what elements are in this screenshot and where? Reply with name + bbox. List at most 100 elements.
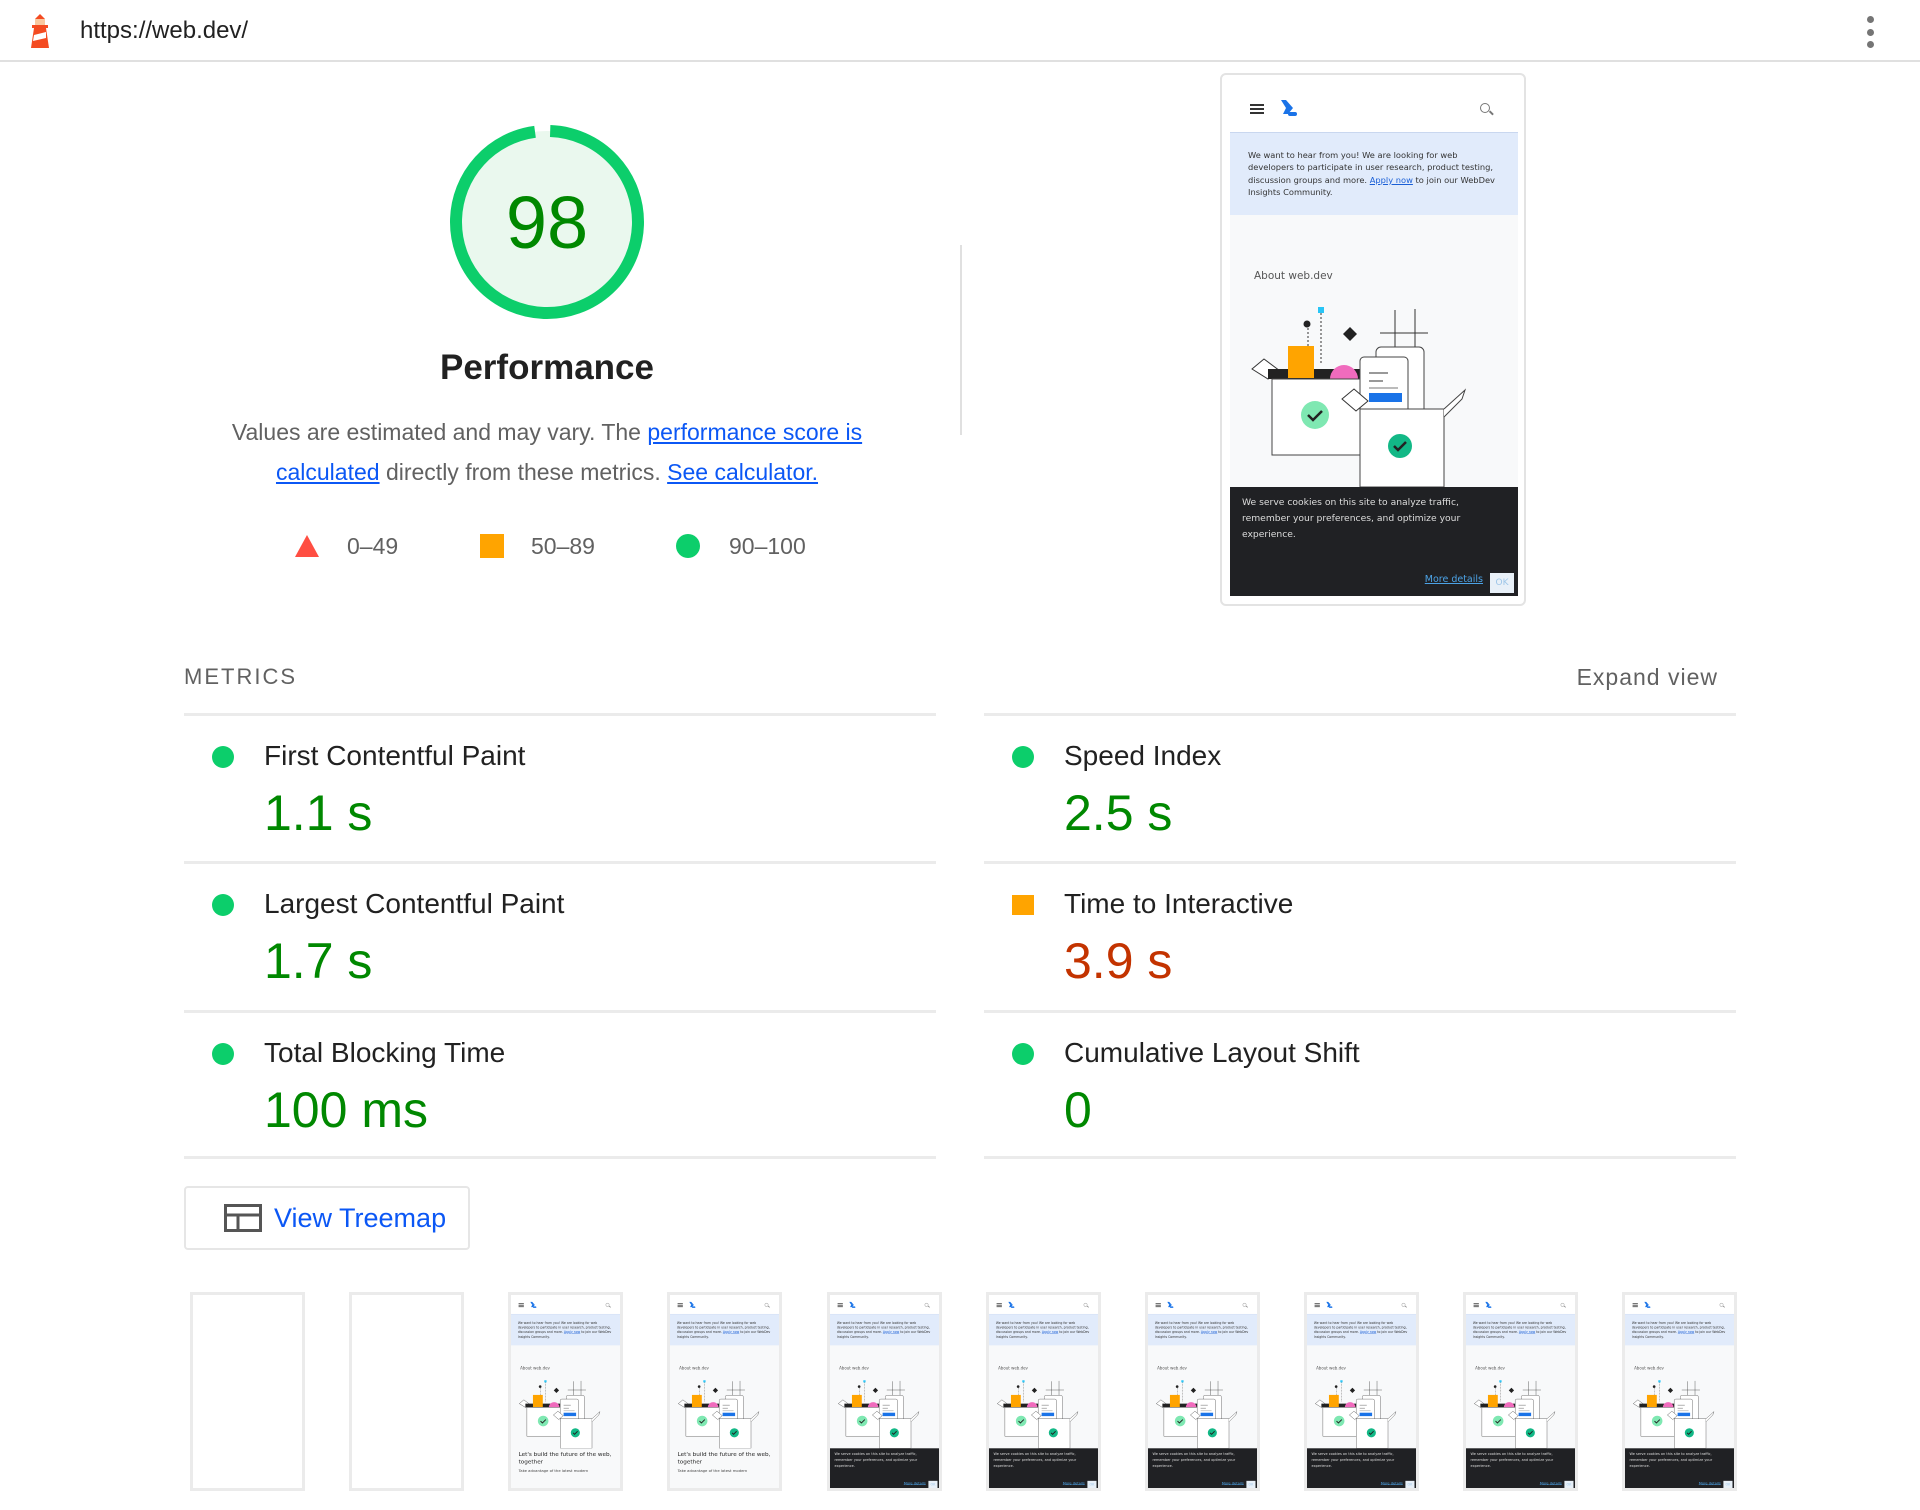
description-text: directly from these metrics. (379, 459, 668, 485)
site-nav (1230, 82, 1518, 132)
metric-title: Speed Index (1064, 740, 1222, 771)
cookie-ok-button: OK (1087, 1480, 1097, 1488)
site-nav (1625, 1295, 1734, 1314)
cookie-text: We serve cookies on this site to analyze… (834, 1452, 918, 1469)
page-screenshot: We want to hear from you! We are looking… (1307, 1295, 1416, 1488)
banner-text: to join our WebDev Insights Community. (1248, 174, 1495, 198)
apply-link: Apply now (1041, 1330, 1059, 1334)
banner-text: We want to hear from you! We are looking… (836, 1320, 930, 1334)
hamburger-icon (837, 1303, 843, 1308)
hamburger-icon (1314, 1303, 1320, 1308)
banner-text: to join our WebDev Insights Community. (1313, 1330, 1408, 1339)
apply-link: Apply now (1200, 1330, 1218, 1334)
about-heading: About web.dev (1634, 1366, 1664, 1371)
cookie-more-details-link: More details (1539, 1481, 1562, 1486)
banner-text: We want to hear from you! We are looking… (1248, 150, 1494, 185)
hero-subtitle: Take advantage of the latest modern (677, 1469, 748, 1474)
illustration (1251, 307, 1467, 487)
survey-banner: We want to hear from you! We are looking… (1230, 132, 1518, 215)
search-icon (1480, 103, 1490, 113)
page-screenshot: We want to hear from you! We are looking… (1625, 1295, 1734, 1488)
cookie-more-details-link: More details (1380, 1481, 1403, 1486)
final-screenshot[interactable]: We want to hear from you! We are looking… (1220, 73, 1526, 606)
page-url: https://web.dev/ (80, 17, 249, 44)
cookie-ok-button: OK (1490, 573, 1514, 593)
pass-circle-icon (212, 746, 234, 768)
hamburger-icon (1250, 104, 1264, 114)
hamburger-icon (677, 1303, 683, 1308)
hamburger-icon (1155, 1303, 1161, 1308)
cookie-banner: We serve cookies on this site to analyze… (1466, 1448, 1575, 1488)
expand-view-toggle[interactable]: Expand view (1576, 664, 1718, 690)
banner-text: to join our WebDev Insights Community. (1631, 1330, 1726, 1339)
metric-title: First Contentful Paint (264, 740, 526, 771)
legend-label: 0–49 (347, 532, 399, 559)
cookie-text: We serve cookies on this site to analyze… (1242, 497, 1461, 540)
banner-text: We want to hear from you! We are looking… (517, 1320, 611, 1334)
survey-banner: We want to hear from you! We are looking… (1307, 1313, 1416, 1346)
web-dev-logo-icon (1008, 1301, 1015, 1308)
pass-circle-icon (1012, 1043, 1034, 1065)
apply-link: Apply now (1359, 1330, 1377, 1334)
metric-value: 0 (1064, 1082, 1092, 1138)
metric-value: 1.7 s (264, 933, 373, 989)
web-dev-logo-icon (1644, 1301, 1651, 1308)
search-icon (1719, 1302, 1724, 1307)
web-dev-logo-icon (1485, 1301, 1492, 1308)
metric-title: Largest Contentful Paint (264, 888, 565, 919)
illustration (678, 1380, 760, 1449)
page-screenshot: We want to hear from you! We are looking… (1466, 1295, 1575, 1488)
square-icon (480, 534, 504, 558)
banner-text: to join our WebDev Insights Community. (676, 1330, 771, 1339)
filmstrip-frame (190, 1292, 305, 1491)
page-screenshot: We want to hear from you! We are looking… (1230, 82, 1518, 596)
average-square-icon (1012, 895, 1034, 915)
metric-row: Time to Interactive 3.9 s (984, 861, 1736, 1009)
cookie-more-details-link: More details (1221, 1481, 1244, 1486)
metric-value: 2.5 s (1064, 785, 1173, 841)
kebab-menu-icon[interactable] (1860, 14, 1880, 50)
cookie-banner: We serve cookies on this site to analyze… (1148, 1448, 1257, 1488)
apply-link: Apply now (563, 1330, 581, 1334)
about-heading: About web.dev (998, 1366, 1028, 1371)
web-dev-logo-icon (1281, 100, 1297, 116)
score-gauge (450, 124, 644, 319)
search-icon (924, 1302, 929, 1307)
hero-subtitle: Take advantage of the latest modern (518, 1469, 589, 1474)
circle-icon (676, 534, 700, 558)
metric-row: Cumulative Layout Shift 0 (984, 1010, 1736, 1158)
survey-banner: We want to hear from you! We are looking… (1466, 1313, 1575, 1346)
about-heading: About web.dev (679, 1366, 709, 1371)
divider (984, 1156, 1736, 1159)
cookie-banner: We serve cookies on this site to analyze… (1625, 1448, 1734, 1488)
filmstrip-frame (349, 1292, 464, 1491)
cookie-more-details-link: More details (1698, 1481, 1721, 1486)
calculator-link[interactable]: See calculator. (667, 459, 819, 485)
page-screenshot: We want to hear from you! We are looking… (511, 1295, 620, 1488)
page-screenshot: We want to hear from you! We are looking… (830, 1295, 939, 1488)
pass-circle-icon (212, 1043, 234, 1065)
cookie-text: We serve cookies on this site to analyze… (1629, 1452, 1713, 1469)
banner-text: to join our WebDev Insights Community. (1154, 1330, 1249, 1339)
about-heading: About web.dev (520, 1366, 550, 1371)
site-nav (830, 1295, 939, 1314)
filmstrip-frame: We want to hear from you! We are looking… (1145, 1292, 1260, 1491)
hero-title: Let's build the future of the web, toget… (677, 1450, 771, 1465)
site-nav (989, 1295, 1098, 1314)
survey-banner: We want to hear from you! We are looking… (1148, 1313, 1257, 1346)
view-treemap-button[interactable]: View Treemap (184, 1186, 470, 1250)
about-heading: About web.dev (1475, 1366, 1505, 1371)
about-heading: About web.dev (839, 1366, 869, 1371)
metric-row: First Contentful Paint 1.1 s (184, 713, 936, 861)
score-calculation-link[interactable]: performance score is calculated (275, 419, 863, 485)
about-heading: About web.dev (1316, 1366, 1346, 1371)
treemap-icon (224, 1204, 262, 1232)
page-screenshot: We want to hear from you! We are looking… (989, 1295, 1098, 1488)
legend-fail: 0–49 (294, 530, 398, 562)
web-dev-logo-icon (849, 1301, 856, 1308)
score-description: Values are estimated and may vary. The p… (207, 412, 887, 492)
site-nav (1148, 1295, 1257, 1314)
hamburger-icon (518, 1303, 524, 1308)
metric-row: Total Blocking Time 100 ms (184, 1010, 936, 1158)
filmstrip-frame: We want to hear from you! We are looking… (508, 1292, 623, 1491)
